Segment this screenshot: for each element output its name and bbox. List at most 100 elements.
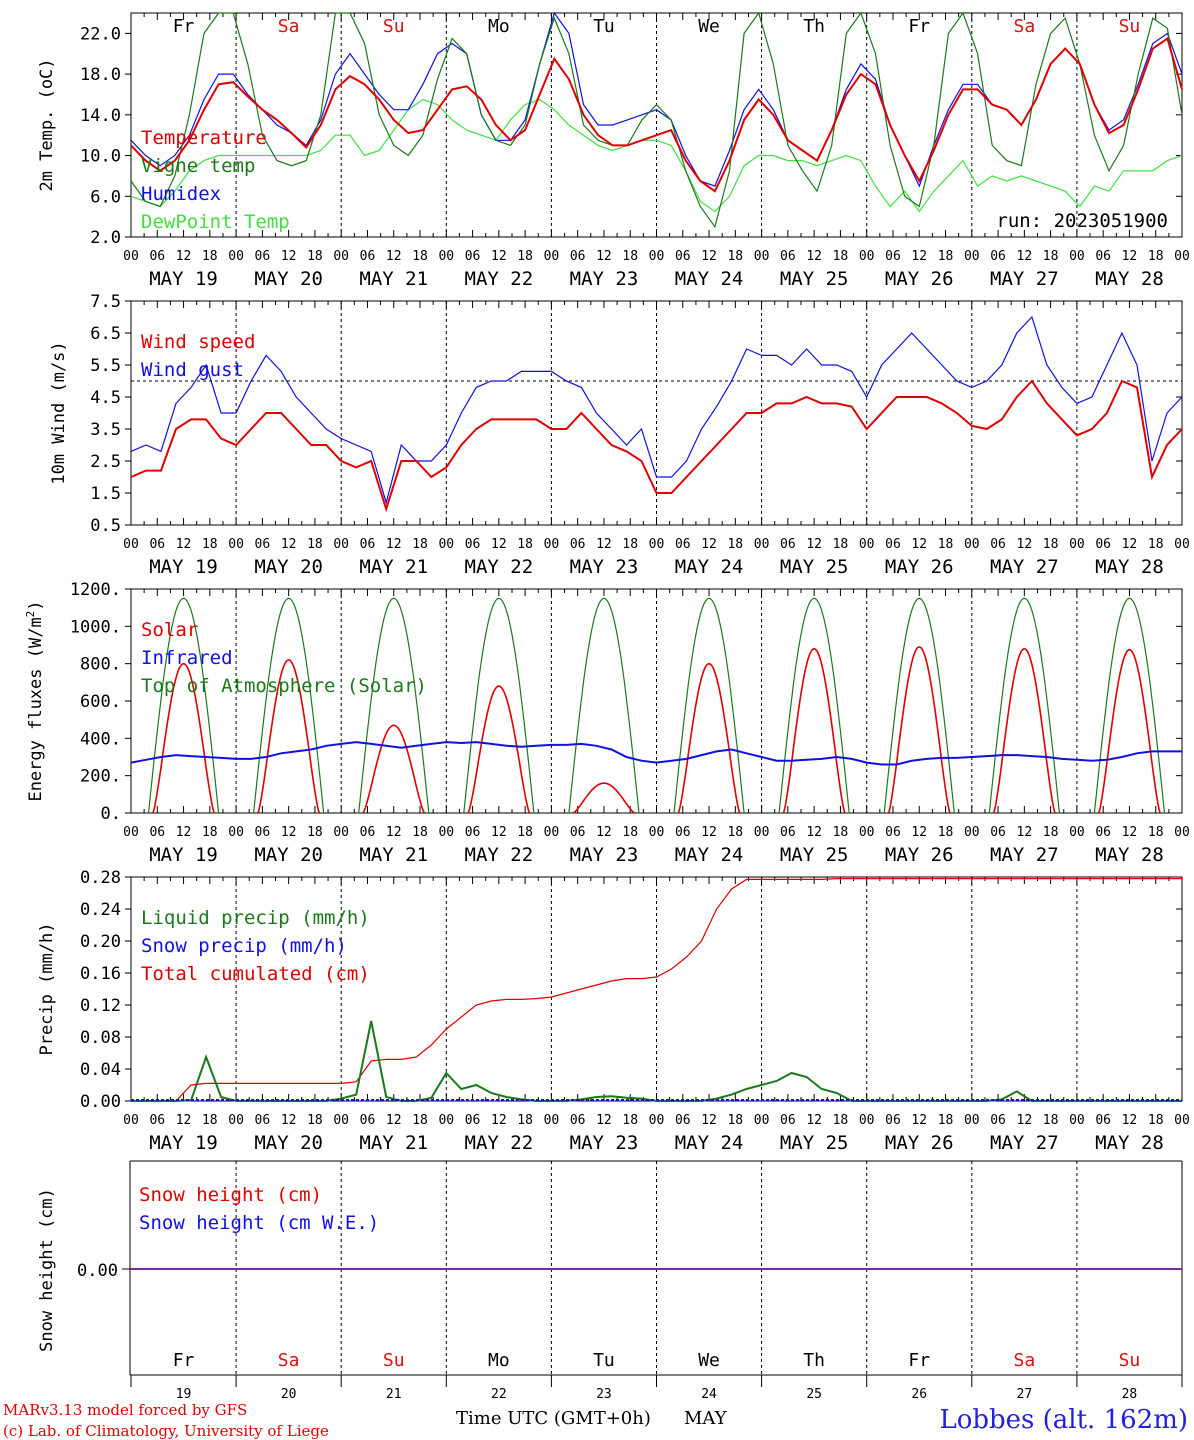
day-label: MAY 25 [780,844,849,866]
hour-label: 18 [307,537,323,552]
hour-label: 06 [885,249,901,264]
toa-solar-arc [253,597,325,814]
hour-label: 12 [176,1113,192,1128]
day-label: MAY 20 [254,556,323,578]
hour-label: 18 [727,825,743,840]
y-tick-label: 1200. [70,580,121,600]
day-label: MAY 28 [1095,268,1164,290]
hour-label: 00 [964,537,980,552]
station-name: Lobbes (alt. 162m) [939,1405,1188,1435]
precip-y-ticks: 0.00 0.04 0.08 0.12 0.16 0.20 0.24 0.28 [80,868,1182,1112]
precip-panel: 0.00 0.04 0.08 0.12 0.16 0.20 0.24 0.28 Precip … [37,868,1190,1154]
hour-label: 12 [701,537,717,552]
precip-grid [235,877,1078,1101]
hour-label: 06 [780,1113,796,1128]
y-tick-label: 6.5 [90,324,121,344]
hour-label: 12 [491,537,507,552]
day-label: MAY 19 [149,844,218,866]
day-label: MAY 27 [990,556,1059,578]
hour-label: 12 [176,537,192,552]
hour-label: 06 [465,249,481,264]
day-label: MAY 28 [1095,1132,1164,1154]
snow-day-dividers [130,1161,1183,1387]
hour-label: 06 [149,1113,165,1128]
solar-day-curve [782,647,846,814]
hour-label: 00 [964,1113,980,1128]
legend-liquid-precip: Liquid precip (mm/h) [141,907,370,929]
hour-label: 06 [149,249,165,264]
hour-label: 00 [228,537,244,552]
x-axis-title: Time UTC (GMT+0h) [456,1408,651,1429]
hour-label: 18 [938,249,954,264]
hour-label: 18 [307,249,323,264]
y-tick-label: 600. [80,692,121,712]
solar-day-curve [572,782,636,814]
day-label: MAY 26 [885,844,954,866]
weekday-label: Mo [488,16,510,37]
hour-label: 18 [938,825,954,840]
y-tick-label: 0.04 [80,1060,121,1080]
hour-label: 00 [754,1113,770,1128]
hour-label: 18 [1043,249,1059,264]
day-label: MAY 24 [675,844,744,866]
energy-minor-ticks [130,589,1183,813]
snow-ylabel: Snow height (cm) [37,1188,57,1352]
hour-label: 06 [1095,1113,1111,1128]
legend-snow-height: Snow height (cm) [139,1184,322,1206]
hour-label: 06 [885,825,901,840]
hour-label: 00 [544,249,560,264]
hour-label: 00 [123,249,139,264]
hour-label: 12 [386,825,402,840]
hour-label: 12 [596,537,612,552]
hour-label: 06 [885,537,901,552]
energy-y-ticks: 0. 200. 400. 600. 800. 1000. 1200. [70,580,1182,824]
hour-label: 18 [938,537,954,552]
day-number: 23 [596,1387,612,1402]
hour-label: 12 [1017,537,1033,552]
temperature-panel: 2.0 6.0 10.0 14.0 18.0 22.0 Fr Sa Su Mo Tu We Th Fr S… [37,11,1190,290]
hour-label: 06 [255,825,271,840]
hour-label: 06 [465,1113,481,1128]
hour-label: 00 [123,1113,139,1128]
hour-label: 12 [386,1113,402,1128]
weekday-label: Su [383,16,405,37]
y-tick-label: 14.0 [80,106,121,126]
legend-snow-precip: Snow precip (mm/h) [141,935,347,957]
hour-label: 06 [780,825,796,840]
temperature-plot-frame [130,12,1183,238]
hour-label: 00 [544,825,560,840]
hour-label: 06 [990,1113,1006,1128]
precip-ylabel: Precip (mm/h) [37,922,57,1055]
wind-x-axis: 00 06 12 18 MAY 19 00 06 12 18 MAY 20 00 06 12 18 MAY … [123,537,1190,578]
infrared-line [130,741,1182,766]
hour-label: 12 [596,249,612,264]
hour-label: 00 [1174,537,1190,552]
day-number: 21 [386,1387,402,1402]
hour-label: 18 [1148,249,1164,264]
y-tick-label: 4.5 [90,388,121,408]
y-tick-label: 0.08 [80,1028,121,1048]
wind-y-ticks: 0.5 1.5 2.5 3.5 4.5 5.5 6.5 7.5 [90,292,1182,536]
hour-label: 18 [622,1113,638,1128]
hour-label: 18 [1148,825,1164,840]
hour-label: 00 [1174,825,1190,840]
day-label: MAY 21 [359,268,428,290]
day-label: MAY 25 [780,1132,849,1154]
hour-label: 06 [465,537,481,552]
y-tick-label: 800. [80,655,121,675]
hour-label: 00 [1069,1113,1085,1128]
energy-x-axis: 00 06 12 18 MAY 19 00 06 12 18 MAY 20 00 06 12 18 MAY … [123,825,1190,866]
hour-label: 00 [228,1113,244,1128]
hour-label: 12 [386,249,402,264]
temperature-grid [235,13,1078,237]
legend-wind-gust: Wind gust [141,359,244,381]
day-label: MAY 22 [465,844,534,866]
weekday-label: Mo [488,1350,510,1371]
hour-label: 18 [622,537,638,552]
hour-label: 00 [859,825,875,840]
y-tick-label: 0.20 [80,932,121,952]
weekday-label: Su [1119,1350,1141,1371]
y-tick-label: 5.5 [90,356,121,376]
series-wind-gust [130,315,1183,505]
day-label: MAY 24 [675,268,744,290]
